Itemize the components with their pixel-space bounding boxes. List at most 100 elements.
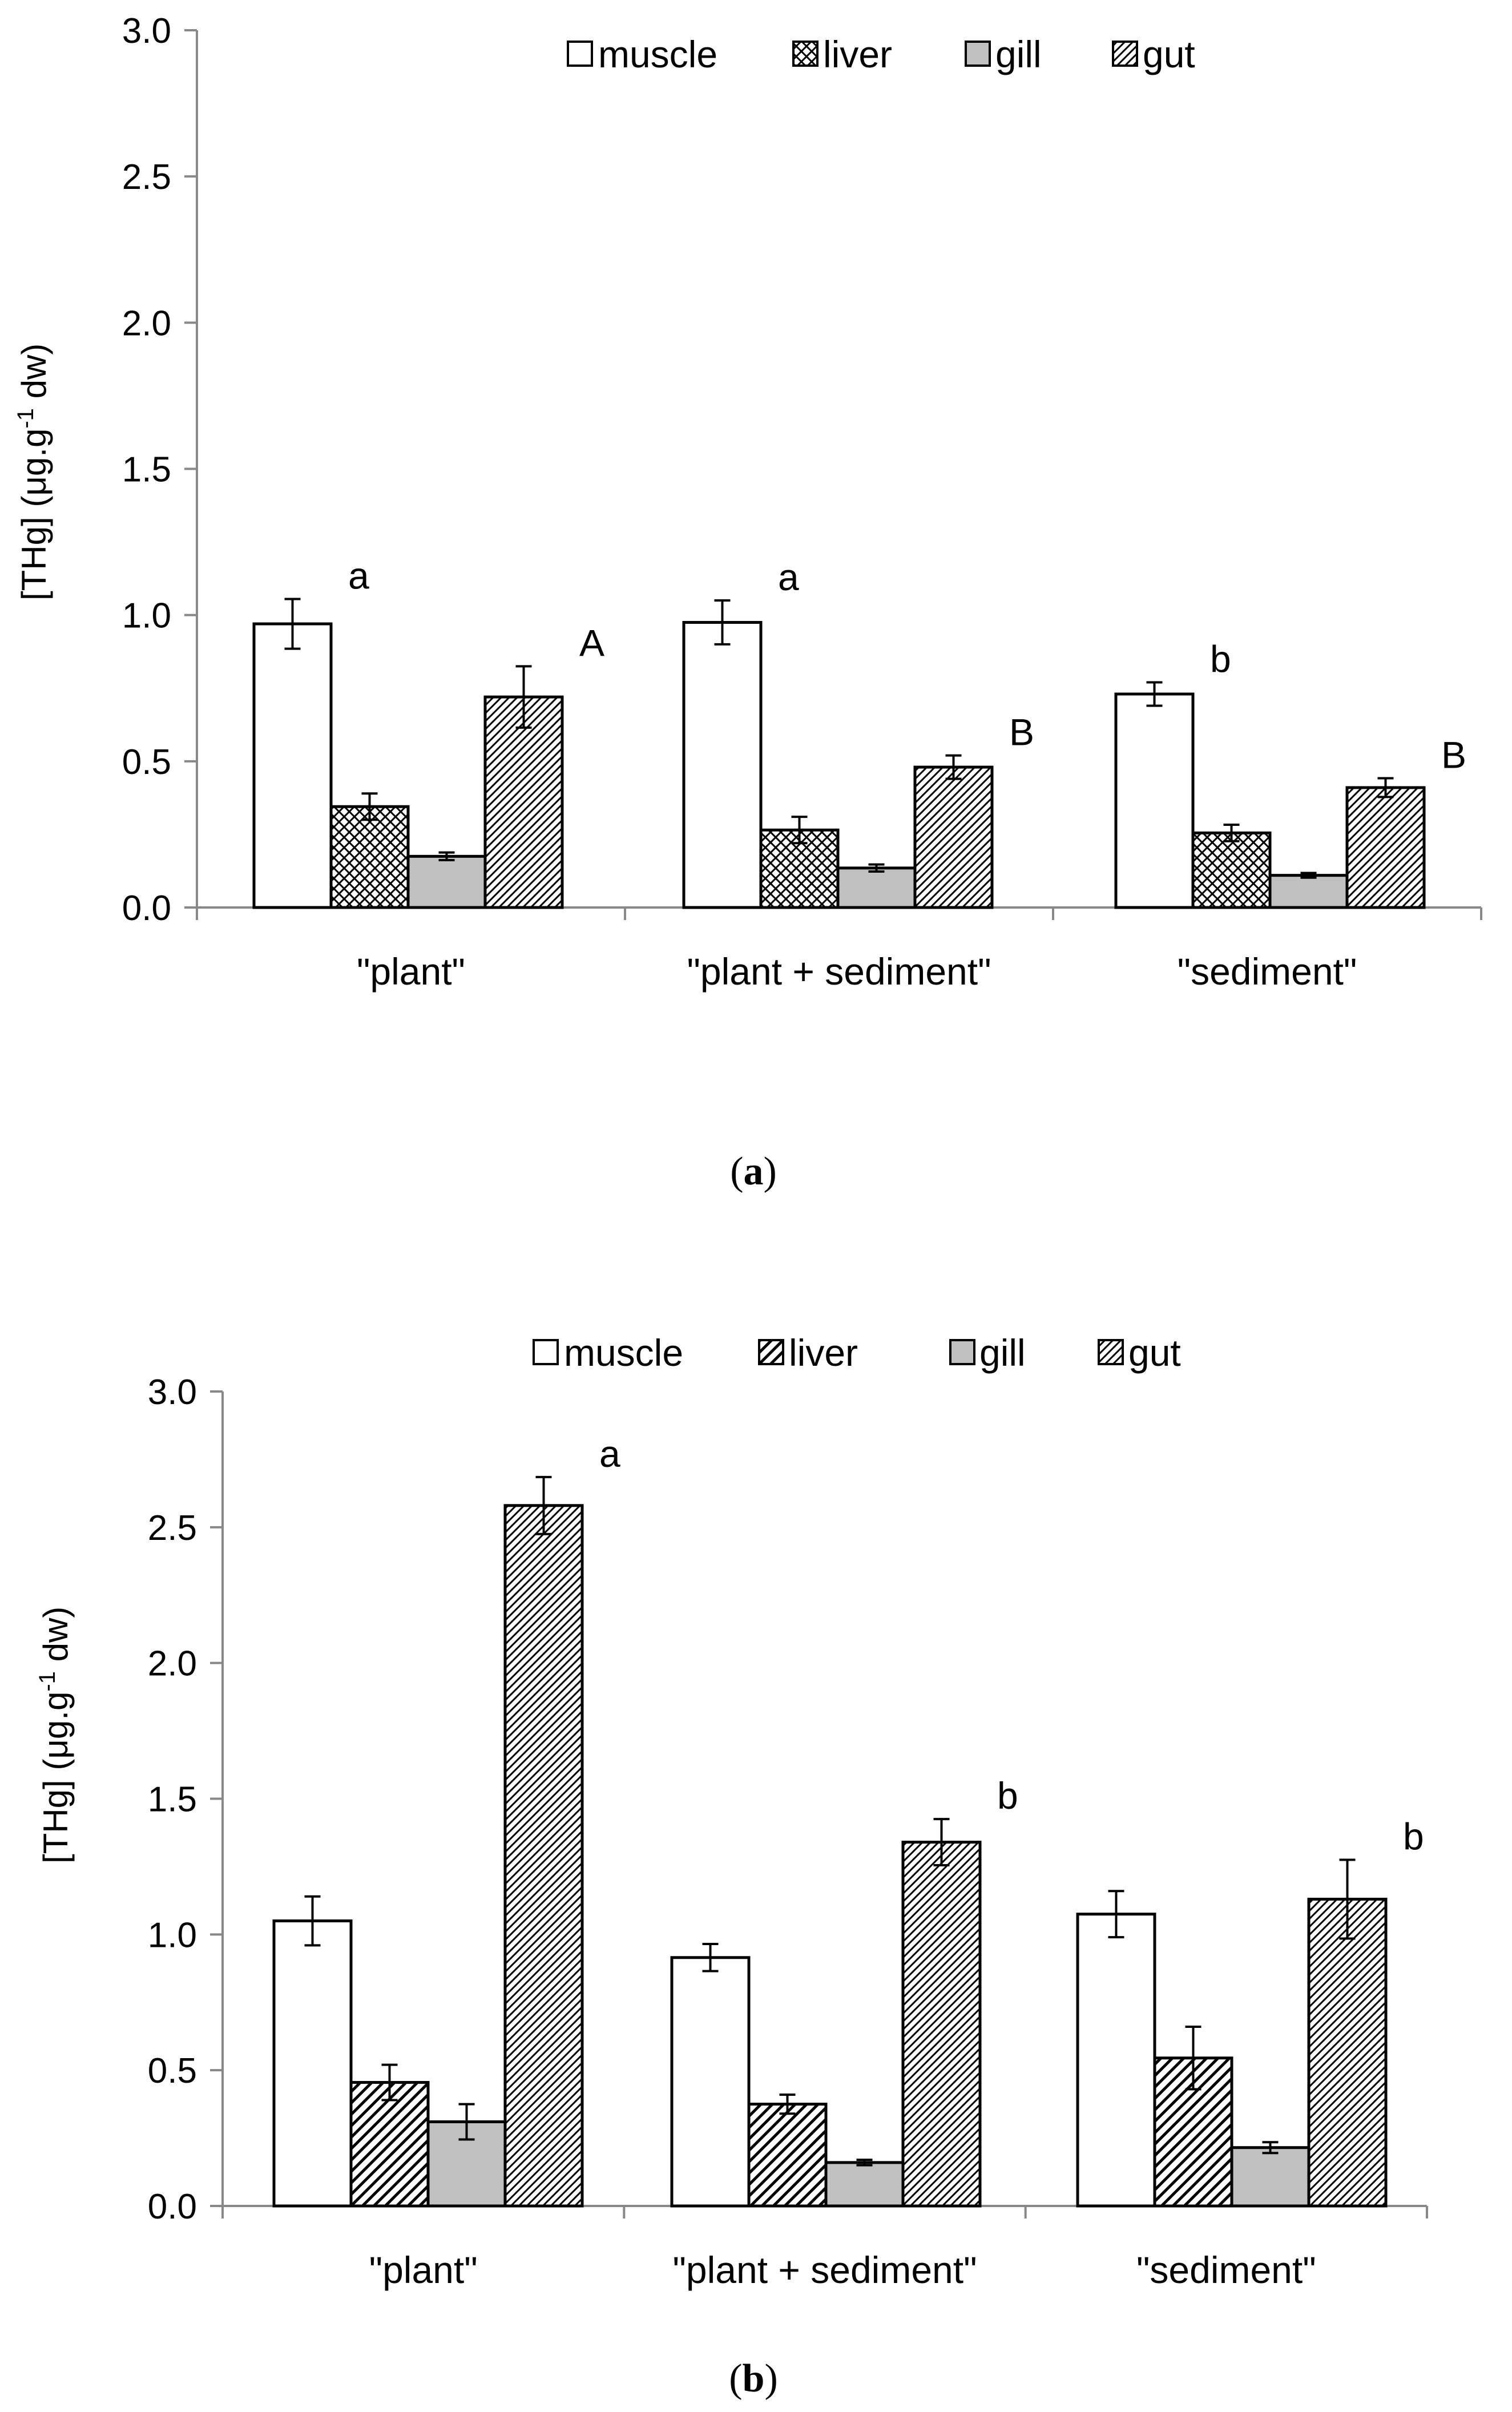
legend-label-gut: gut <box>1128 1332 1181 1374</box>
y-tick-label: 0.5 <box>122 743 171 782</box>
significance-label: A <box>579 622 604 664</box>
x-category-label: "plant" <box>357 950 465 993</box>
legend-swatch-muscle <box>567 41 593 67</box>
legend-label-muscle: muscle <box>564 1332 683 1374</box>
bar-muscle <box>670 1956 751 2208</box>
legend-a: muscle liver gill gut <box>567 33 1195 75</box>
error-bar-gut <box>515 665 532 729</box>
error-bar-gut <box>945 754 962 780</box>
bar-liver <box>747 2103 828 2208</box>
significance-label: B <box>1441 734 1466 776</box>
significance-label: b <box>1210 638 1231 680</box>
panel-b: muscle liver gill gut [THg] (μg.g-1 dw) … <box>35 1332 1428 2401</box>
plot-area-b: 0.0 0.5 1.0 1.5 2.0 2.5 3.0 "plant" "plant + sed… <box>148 1373 1428 2291</box>
legend-swatch-gut <box>1112 41 1138 67</box>
bar-liver <box>329 805 410 909</box>
error-bar-gut <box>1377 777 1394 798</box>
error-bar-muscle <box>1146 681 1163 707</box>
error-bar-gill <box>458 2103 475 2141</box>
legend-swatch-muscle <box>533 1339 559 1365</box>
bar-muscle <box>682 620 763 909</box>
significance-label: B <box>1009 711 1034 753</box>
error-bar-muscle <box>702 1942 719 1973</box>
y-tick-label: 1.5 <box>148 1780 197 1820</box>
x-category-label: "sediment" <box>1136 2249 1316 2291</box>
bar-gill <box>836 866 917 909</box>
bar-gut <box>503 1504 584 2208</box>
error-bar-liver <box>381 2063 398 2102</box>
error-bar-muscle <box>284 598 301 650</box>
error-bar-gut <box>535 1475 552 1535</box>
error-bar-gill <box>868 863 885 873</box>
y-axis-label-b: [THg] (μg.g-1 dw) <box>35 1607 75 1864</box>
bar-muscle <box>1114 692 1195 909</box>
bar-muscle <box>252 622 333 909</box>
bar-gut <box>1345 786 1426 909</box>
significance-label: b <box>1403 1816 1424 1858</box>
significance-label: b <box>997 1774 1018 1817</box>
y-tick-label: 1.5 <box>122 450 171 490</box>
x-category-label: "plant + sediment" <box>673 2249 977 2291</box>
bar-liver <box>1191 831 1272 909</box>
y-tick-label: 0.0 <box>148 2187 197 2227</box>
error-bar-gill <box>1262 2141 1279 2155</box>
y-tick-label: 2.5 <box>122 158 171 197</box>
error-bar-liver <box>791 816 808 845</box>
significance-label: a <box>778 556 799 598</box>
plot-area-a: 0.0 0.5 1.0 1.5 2.0 2.5 3.0 "plant" "plant + sed… <box>122 11 1482 993</box>
legend-label-muscle: muscle <box>598 33 717 75</box>
y-tick-label: 0.0 <box>122 889 171 928</box>
legend-swatch-liver <box>792 41 819 67</box>
bar-gill <box>824 2161 905 2208</box>
y-tick-label: 2.0 <box>122 304 171 343</box>
significance-label: a <box>348 554 369 596</box>
legend-label-liver: liver <box>789 1332 858 1374</box>
bar-gut <box>901 1841 982 2208</box>
caption-a: (a) <box>730 1149 777 1193</box>
y-tick-label: 2.5 <box>148 1508 197 1548</box>
legend-swatch-gill <box>949 1339 975 1365</box>
error-bar-liver <box>361 792 378 821</box>
x-category-label: "plant + sediment" <box>687 950 991 993</box>
bar-muscle <box>1076 1913 1156 2208</box>
y-tick-label: 0.5 <box>148 2051 197 2091</box>
caption-b: (b) <box>729 2357 778 2401</box>
legend-b: muscle liver gill gut <box>533 1332 1181 1374</box>
y-tick-label: 1.0 <box>122 596 171 636</box>
error-bar-liver <box>779 2093 796 2115</box>
error-bar-muscle <box>1108 1890 1124 1939</box>
error-bar-muscle <box>304 1895 321 1947</box>
panel-a: muscle liver gill gut [THg] (μg.g-1 dw) … <box>13 11 1482 1193</box>
bar-gill <box>1268 874 1349 909</box>
y-tick-label: 3.0 <box>122 11 171 51</box>
bar-gut <box>1307 1897 1388 2208</box>
error-bar-gut <box>933 1818 950 1867</box>
bar-gut <box>913 765 994 909</box>
y-axis-label-a: [THg] (μg.g-1 dw) <box>13 344 53 600</box>
error-bar-liver <box>1223 824 1240 842</box>
legend-swatch-liver <box>758 1339 784 1365</box>
bar-gill <box>406 854 487 909</box>
significance-label: a <box>599 1433 620 1475</box>
legend-label-gill: gill <box>995 33 1042 75</box>
error-bar-gill <box>1300 872 1317 879</box>
error-bar-muscle <box>714 599 731 646</box>
y-tick-label: 3.0 <box>148 1373 197 1412</box>
legend-label-gut: gut <box>1143 33 1195 75</box>
error-bar-gill <box>438 851 455 862</box>
legend-swatch-gill <box>965 41 991 67</box>
x-category-label: "sediment" <box>1178 950 1357 993</box>
error-bar-gill <box>856 2159 873 2167</box>
legend-label-liver: liver <box>823 33 892 75</box>
bar-gill <box>1230 2146 1311 2208</box>
error-bar-liver <box>1185 2026 1201 2091</box>
y-tick-label: 2.0 <box>148 1644 197 1684</box>
bar-gut <box>483 695 564 909</box>
y-tick-label: 1.0 <box>148 1915 197 1955</box>
bar-muscle <box>272 1919 353 2208</box>
legend-label-gill: gill <box>979 1332 1026 1374</box>
x-category-label: "plant" <box>369 2249 478 2291</box>
error-bar-gut <box>1339 1858 1356 1940</box>
legend-swatch-gut <box>1098 1339 1124 1365</box>
